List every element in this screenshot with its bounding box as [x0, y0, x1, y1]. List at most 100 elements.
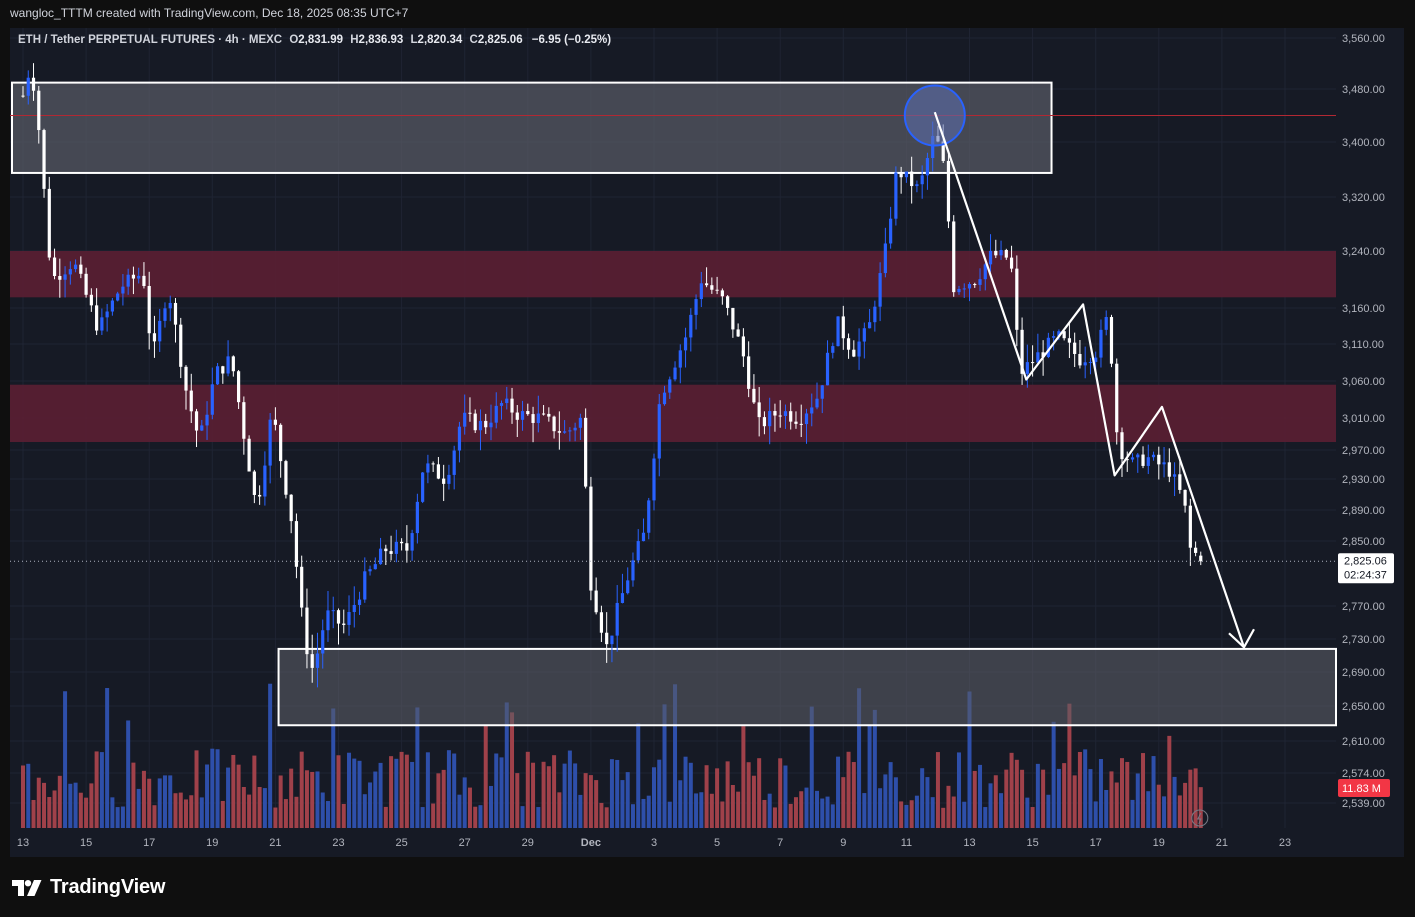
brand-name: TradingView [50, 876, 166, 898]
candle-body [904, 171, 908, 178]
volume-bar [1162, 796, 1167, 828]
candle-body [189, 390, 193, 412]
candle-body [1141, 454, 1145, 466]
volume-bar [315, 771, 320, 828]
volume-bar [52, 790, 57, 828]
resistance-zone[interactable] [10, 384, 1336, 442]
volume-bar [1146, 791, 1151, 828]
lightning-icon[interactable] [1191, 809, 1209, 827]
volume-bar [604, 807, 609, 828]
volume-bar [194, 750, 199, 828]
candle-body [841, 316, 845, 339]
volume-bar [815, 790, 820, 828]
symbol-label[interactable]: ETH / Tether PERPETUAL FUTURES · 4h · ME… [18, 34, 283, 46]
volume-bar [1020, 769, 1025, 828]
candle-body [846, 338, 851, 350]
volume-bar [173, 793, 178, 828]
volume-bar [452, 753, 457, 828]
volume-bar [520, 806, 525, 828]
candle-body [578, 417, 582, 428]
candle-body [726, 296, 730, 308]
demand-zone[interactable] [277, 647, 1337, 727]
volume-bar [147, 778, 152, 828]
candle-body [636, 541, 640, 561]
volume-bar [425, 752, 430, 828]
low-key: L [410, 34, 418, 46]
volume-bar [73, 782, 78, 828]
volume-bar [262, 788, 267, 828]
open-value: 2,831.99 [298, 34, 344, 46]
chart-area[interactable]: 3,560.00 3,480.00 3,400.00 3,320.00 3,240.00… [10, 28, 1404, 857]
candle-body [983, 264, 987, 280]
candle-body [652, 458, 656, 501]
candle-body [878, 273, 882, 307]
candle-body [1078, 353, 1082, 366]
candle-body [988, 250, 993, 265]
candle-body [478, 420, 483, 431]
candle-body [1073, 342, 1077, 354]
chart-legend: ETH / Tether PERPETUAL FUTURES · 4h · ME… [18, 34, 611, 46]
candle-body [410, 533, 414, 551]
candle-body [142, 275, 146, 287]
volume-bar [562, 763, 567, 828]
candle-body [620, 593, 625, 603]
candle-body [79, 264, 83, 274]
candle-body [994, 250, 998, 256]
volume-bar [325, 801, 330, 828]
volume-bar [546, 766, 551, 828]
candle-body [384, 548, 388, 552]
candle-body [699, 283, 703, 300]
candle-body [152, 333, 157, 342]
volume-bar [389, 756, 394, 828]
candle-body [210, 384, 214, 415]
volume-bar [247, 794, 252, 828]
candle-body [431, 463, 435, 465]
candle-body [415, 501, 419, 534]
volume-bar [410, 761, 415, 828]
volume-bar [404, 754, 409, 828]
volume-bar [1114, 782, 1119, 828]
candle-body [752, 388, 756, 403]
volume-bar [1062, 763, 1067, 828]
candle-body [783, 411, 788, 416]
time-tick-label: 19 [1153, 837, 1165, 849]
candle-body [589, 486, 593, 591]
volume-bar [899, 801, 904, 828]
volume-bar [304, 770, 309, 828]
volume-bar [904, 804, 909, 828]
candle-body [967, 284, 972, 289]
projection-path[interactable] [933, 111, 1246, 648]
time-tick-label: 21 [269, 837, 281, 849]
candle-body [873, 306, 877, 323]
candle-body [599, 612, 604, 633]
volume-bar [494, 753, 499, 828]
volume-bar [157, 778, 162, 828]
volume-bar [252, 755, 257, 828]
candle-body [468, 412, 472, 414]
supply-zone[interactable] [11, 81, 1053, 174]
volume-bar [1041, 769, 1046, 828]
volume-bar [594, 780, 599, 828]
candle-body [258, 494, 262, 497]
volume-bar [836, 756, 841, 828]
candle-body [1167, 462, 1171, 477]
candle-body [1104, 317, 1108, 330]
candle-body [641, 532, 646, 542]
price-chart[interactable]: 3,560.00 3,480.00 3,400.00 3,320.00 3,240.00… [10, 28, 1404, 857]
volume-bar [1167, 735, 1172, 828]
volume-bar [68, 783, 73, 828]
volume-bar [914, 795, 919, 828]
resistance-zone[interactable] [10, 251, 1336, 298]
brand[interactable]: TradingView [12, 876, 165, 899]
candle-body [47, 188, 51, 258]
candle-body [920, 175, 924, 185]
volume-badge-label: 11.83 M [1342, 783, 1381, 795]
candle-body [436, 464, 441, 479]
time-tick-label: 11 [901, 837, 912, 849]
volume-bar [620, 780, 625, 828]
low-value: 2,820.34 [417, 34, 463, 46]
candle-body [52, 257, 57, 277]
candle-body [778, 415, 782, 417]
volume-bar [1009, 752, 1014, 828]
candle-body [1025, 362, 1029, 374]
